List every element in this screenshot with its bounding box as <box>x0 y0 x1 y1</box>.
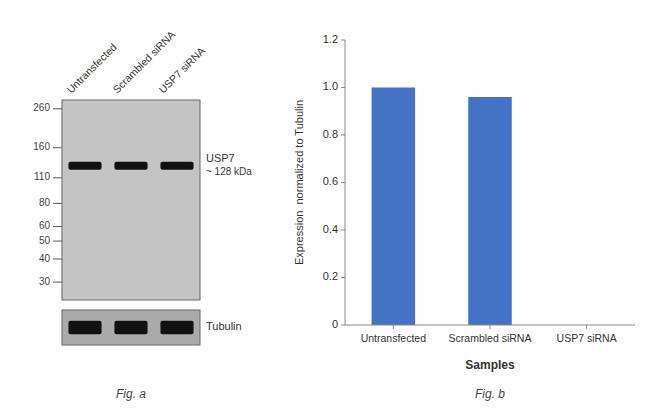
lane-label: USP7 siRNA <box>156 44 207 95</box>
protein-band <box>68 162 101 170</box>
blot-panel: 2601601108060504030UntransfectedScramble… <box>33 28 252 401</box>
bar <box>468 97 512 325</box>
x-tick <box>490 325 491 329</box>
y-tick <box>341 40 345 41</box>
y-axis-label: Expression normalized to Tubulin <box>293 100 305 265</box>
y-tick <box>341 325 345 326</box>
x-tick <box>586 325 587 329</box>
blot-bands <box>68 162 193 170</box>
ladder-label: 50 <box>39 235 51 246</box>
ladder-tick <box>53 258 62 259</box>
y-tick-label: 0 <box>332 318 338 330</box>
chart-canvas: 260 160 110 80 60 50 40 30 Untransfected Scramble… <box>0 0 650 415</box>
x-axis-label: Samples <box>465 358 515 372</box>
blot-membrane <box>62 100 200 300</box>
y-tick <box>341 182 345 183</box>
x-tick-label: Untransfected <box>361 332 427 344</box>
band-label: Tubulin <box>206 320 242 332</box>
control-band <box>114 321 147 334</box>
y-tick <box>341 135 345 136</box>
y-tick-label: 0.2 <box>323 270 338 282</box>
bar-panel: 0 0.2 0.4 0.6 0.8 1.0 1.2 Untransfected Scramble… <box>293 33 635 401</box>
ladder-label: 160 <box>33 141 50 152</box>
control-band <box>68 321 101 334</box>
control-strip <box>62 310 200 345</box>
caption: Fig. a <box>116 387 146 401</box>
x-tick-label: USP7 siRNA <box>557 332 617 344</box>
ladder-tick <box>53 147 62 148</box>
bars <box>372 88 512 326</box>
ladder-tick <box>53 226 62 227</box>
protein-band <box>114 162 147 170</box>
y-tick-label: 0.4 <box>323 223 338 235</box>
ladder-label: 260 <box>33 102 50 113</box>
y-tick <box>341 230 345 231</box>
band-label: USP7 <box>206 152 235 164</box>
ladder-tick <box>53 108 62 109</box>
y-tick <box>341 87 345 88</box>
y-tick-label: 0.8 <box>323 128 338 140</box>
ladder-label: 40 <box>39 253 51 264</box>
annotation: ~ 128 kDa <box>206 166 252 177</box>
y-tick <box>341 277 345 278</box>
ladder-label: 110 <box>34 171 50 182</box>
ladder-tick <box>53 177 62 178</box>
caption: Fig. b <box>475 387 505 401</box>
ladder-tick <box>53 203 62 204</box>
ladder-tick <box>53 241 62 242</box>
bar <box>372 88 416 326</box>
x-tick-label: Scrambled siRNA <box>449 332 532 344</box>
y-tick-label: 1.0 <box>323 80 338 92</box>
protein-band <box>160 162 193 170</box>
y-tick-label: 1.2 <box>323 33 338 45</box>
y-tick-label: 0.6 <box>323 175 338 187</box>
x-tick <box>393 325 394 329</box>
control-band <box>160 321 193 334</box>
ladder-label: 60 <box>39 220 51 231</box>
ladder-label: 80 <box>39 197 51 208</box>
ladder-tick <box>53 282 62 283</box>
ladder-label: 30 <box>39 276 51 287</box>
